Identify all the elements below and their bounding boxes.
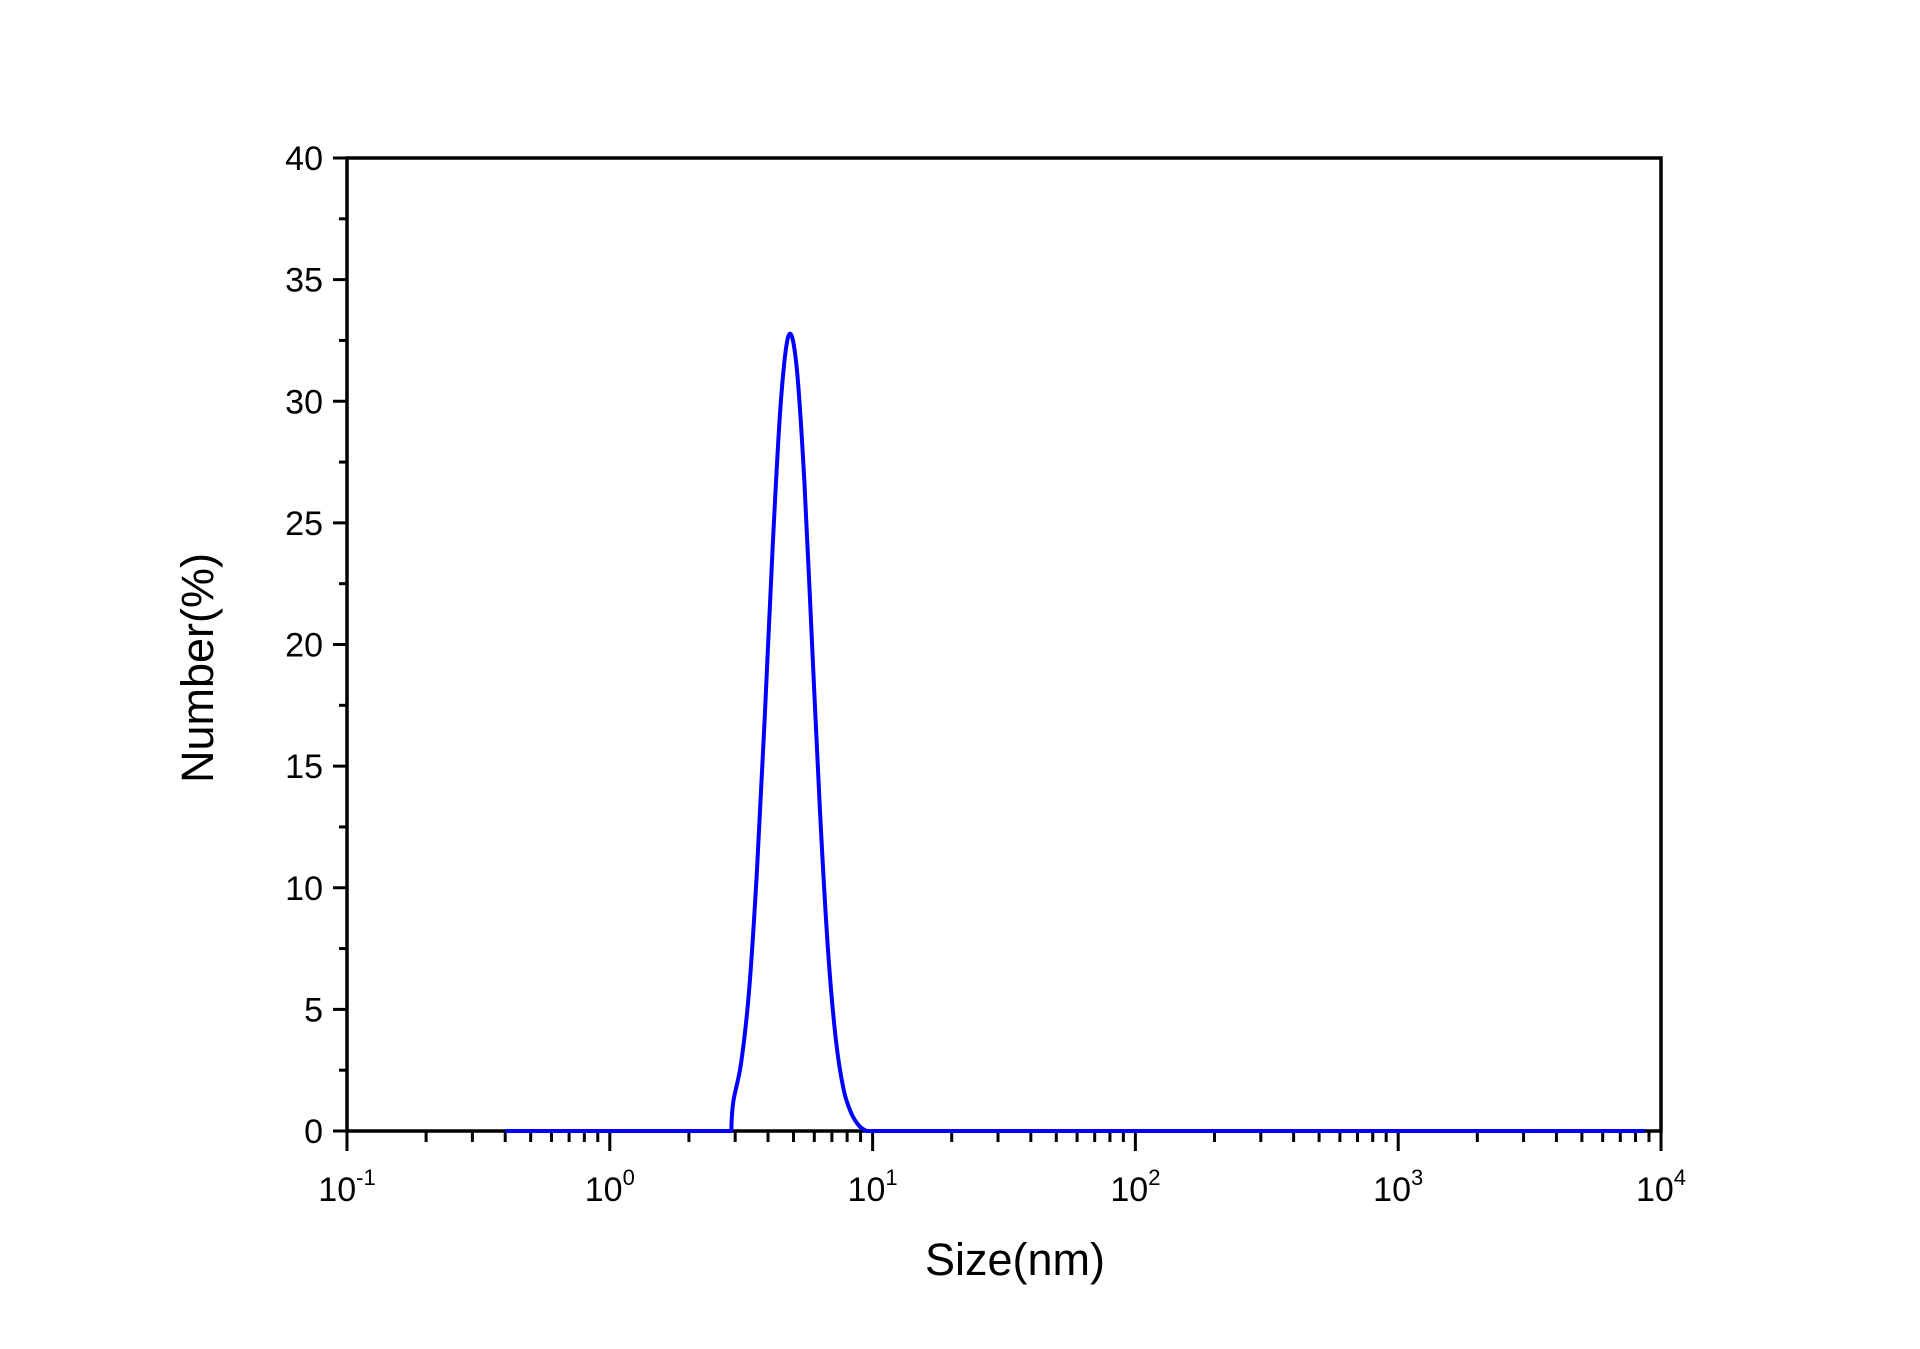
x-tick-label: 101 <box>848 1165 898 1209</box>
x-tick-exponent: 1 <box>885 1165 897 1190</box>
series-line-number <box>505 331 1646 1133</box>
x-tick-exponent: -1 <box>356 1165 376 1190</box>
x-tick-base: 10 <box>848 1171 886 1209</box>
x-tick-label: 102 <box>1110 1165 1160 1209</box>
y-axis-label: Number(%) <box>172 553 223 783</box>
x-tick-exponent: 0 <box>623 1165 635 1190</box>
x-tick-base: 10 <box>1110 1171 1148 1209</box>
x-tick-base: 10 <box>318 1171 356 1209</box>
plot-frame <box>345 156 1663 1133</box>
y-tick-label: 40 <box>285 140 323 178</box>
x-tick-base: 10 <box>585 1171 623 1209</box>
y-tick-label: 30 <box>285 383 323 421</box>
y-tick-label: 35 <box>285 262 323 300</box>
y-tick-label: 10 <box>285 870 323 908</box>
plot-area <box>505 331 1646 1133</box>
y-tick-label: 5 <box>304 991 323 1029</box>
x-tick-exponent: 2 <box>1148 1165 1160 1190</box>
x-tick-exponent: 4 <box>1674 1165 1686 1190</box>
y-tick-label: 25 <box>285 505 323 543</box>
y-tick-label: 0 <box>304 1113 323 1151</box>
x-tick-label: 100 <box>585 1165 635 1209</box>
x-tick-base: 10 <box>1636 1171 1674 1209</box>
x-tick-base: 10 <box>1373 1171 1411 1209</box>
x-tick-label: 103 <box>1373 1165 1423 1209</box>
x-tick-label: 104 <box>1636 1165 1686 1209</box>
x-tick-exponent: 3 <box>1411 1165 1423 1190</box>
y-tick-label: 20 <box>285 627 323 665</box>
x-axis-label: Size(nm) <box>925 1234 1105 1285</box>
x-tick-label: 10-1 <box>318 1165 375 1209</box>
y-tick-label: 15 <box>285 748 323 786</box>
